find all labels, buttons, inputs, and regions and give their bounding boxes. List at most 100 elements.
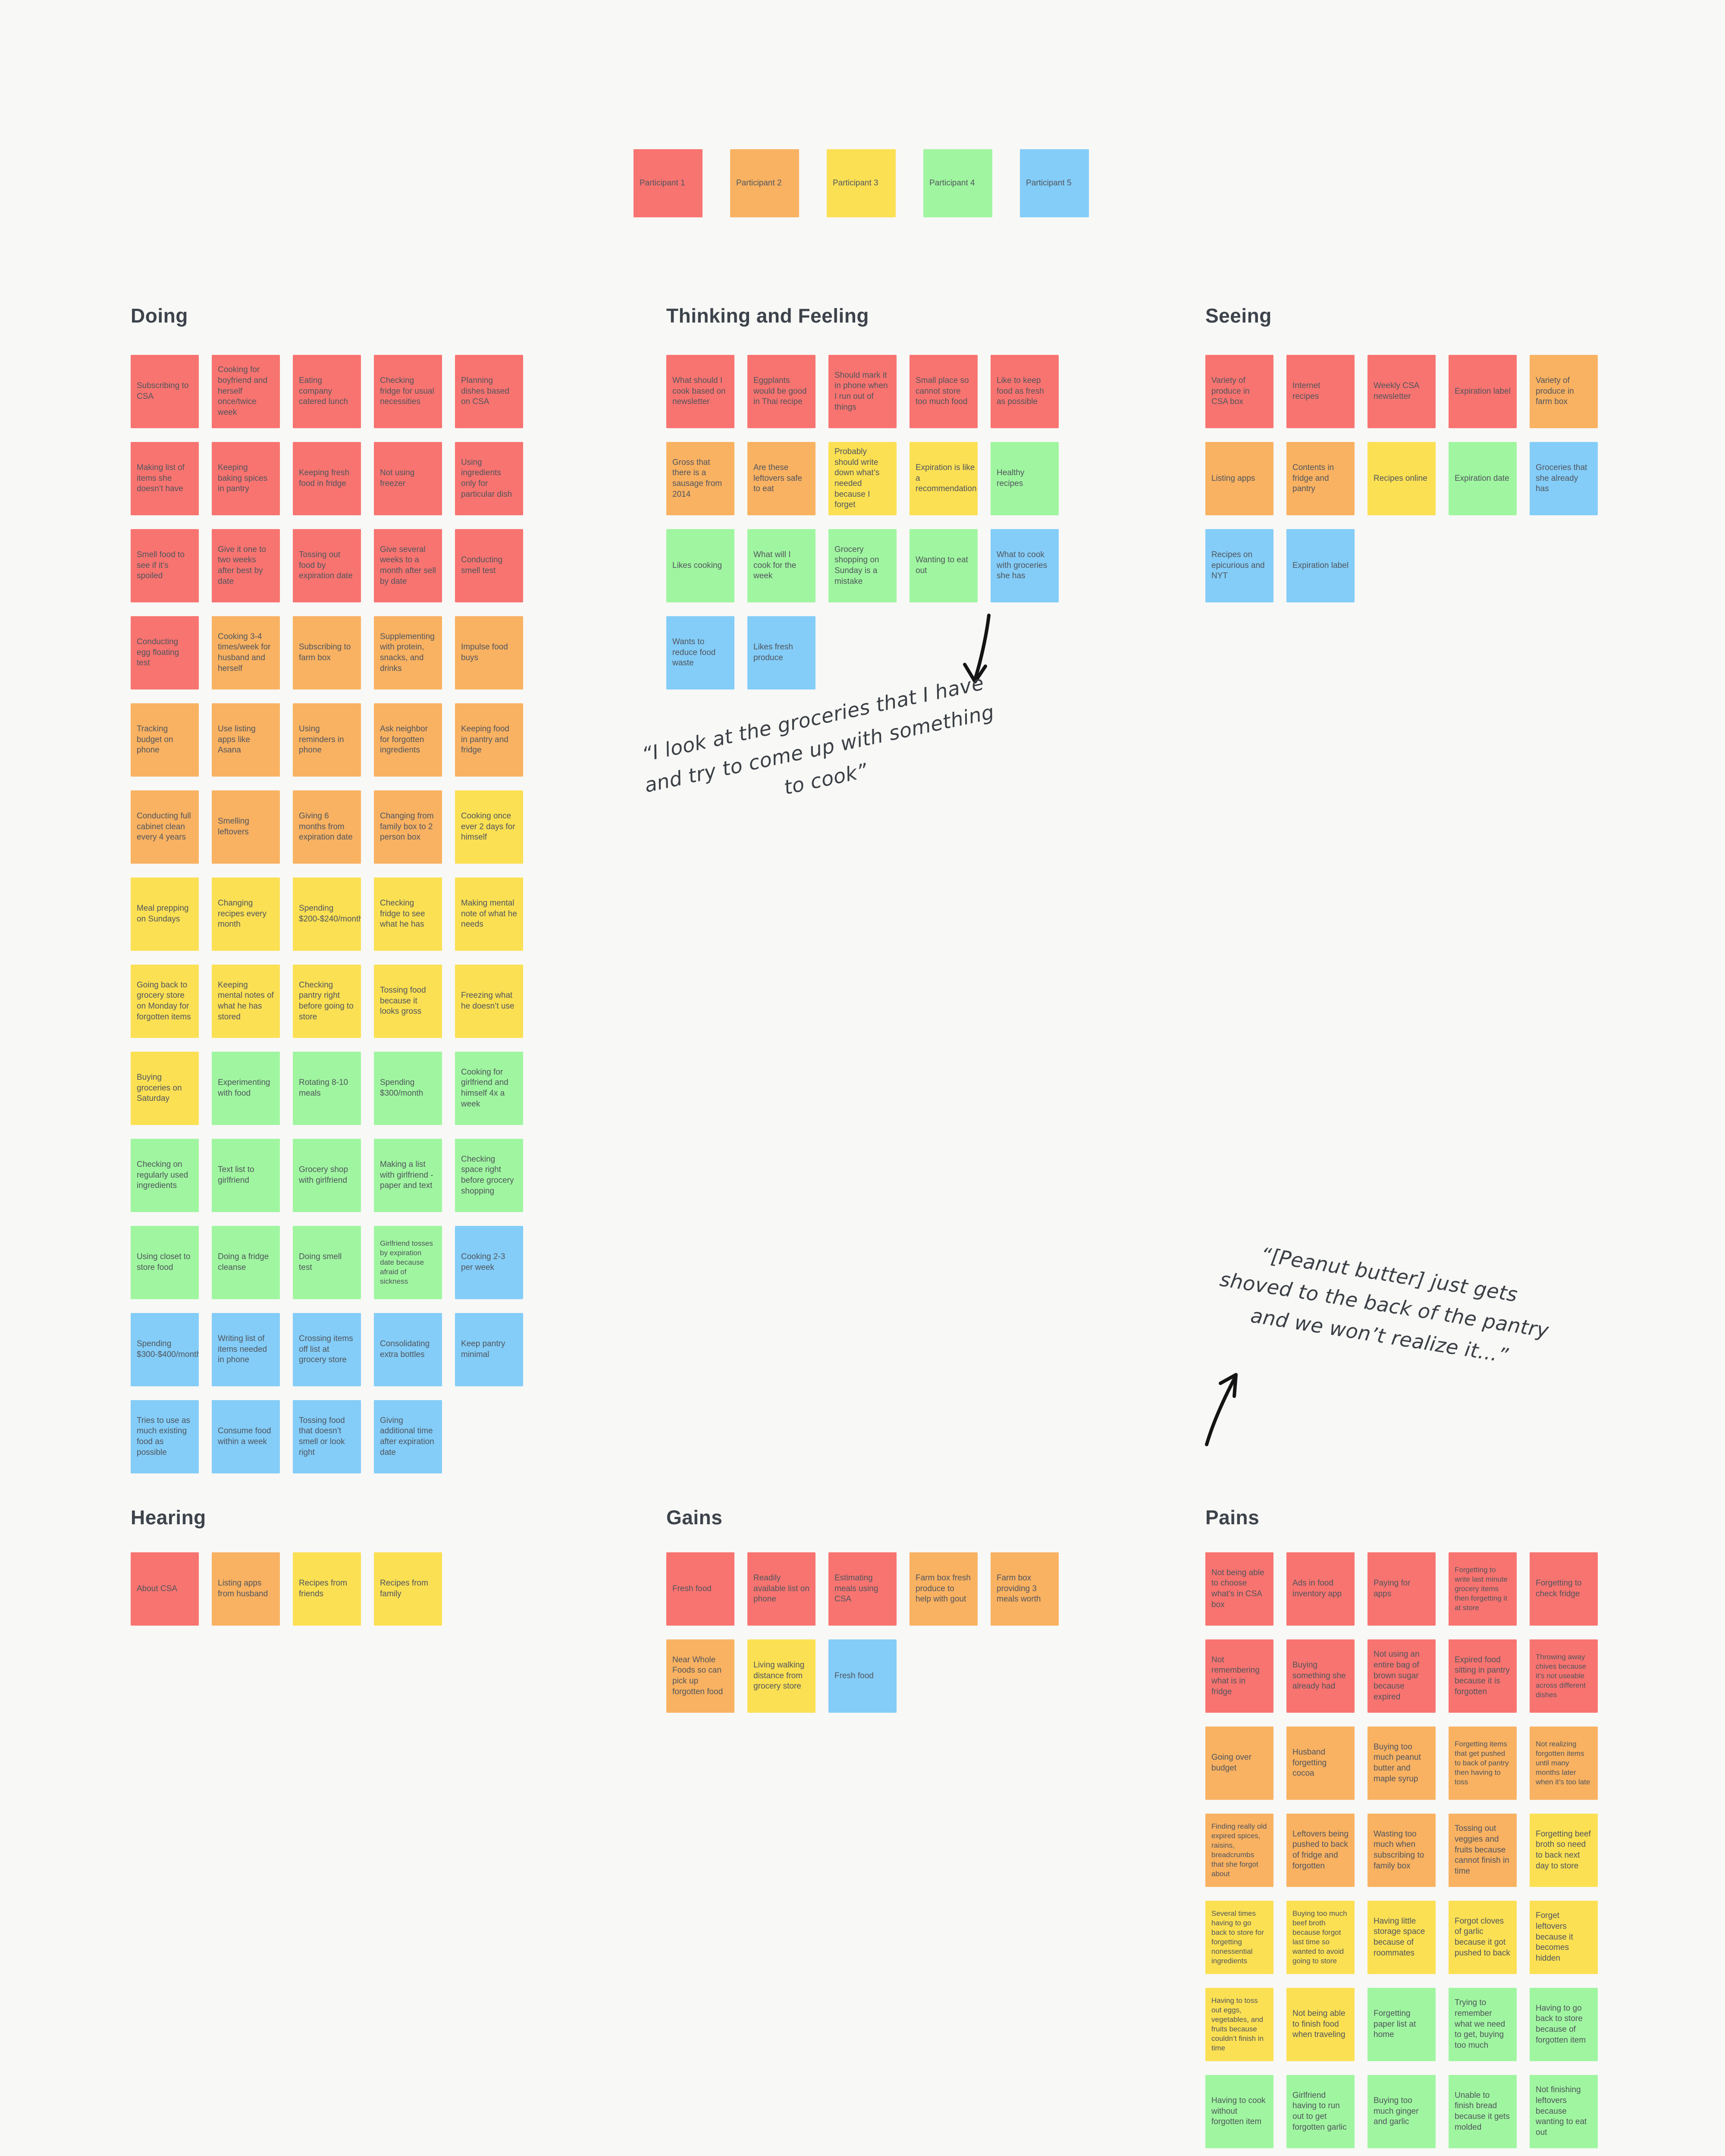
sticky-note[interactable]: Spending $300-$400/month <box>131 1313 199 1386</box>
sticky-note[interactable]: Give it one to two weeks after best by d… <box>212 529 280 602</box>
sticky-note[interactable]: Doing smell test <box>293 1226 361 1299</box>
sticky-note[interactable]: Ads in food inventory app <box>1286 1552 1355 1626</box>
sticky-note[interactable]: Going back to grocery store on Monday fo… <box>131 965 199 1038</box>
sticky-note[interactable]: Crossing items off list at grocery store <box>293 1313 361 1386</box>
sticky-note[interactable]: Listing apps <box>1205 442 1273 515</box>
sticky-note[interactable]: Spending $300/month <box>374 1052 442 1125</box>
sticky-note[interactable]: Buying too much peanut butter and maple … <box>1367 1727 1436 1800</box>
sticky-note[interactable]: Husband forgetting cocoa <box>1286 1727 1355 1800</box>
sticky-note[interactable]: Forget leftovers because it becomes hidd… <box>1530 1901 1598 1974</box>
sticky-note[interactable]: Meal prepping on Sundays <box>131 877 199 951</box>
sticky-note[interactable]: What should I cook based on newsletter <box>666 355 734 428</box>
sticky-note[interactable]: Give several weeks to a month after sell… <box>374 529 442 602</box>
sticky-note[interactable]: Consolidating extra bottles <box>374 1313 442 1386</box>
sticky-note[interactable]: Forgetting to check fridge <box>1530 1552 1598 1626</box>
sticky-note[interactable]: Not using freezer <box>374 442 442 515</box>
sticky-note[interactable]: Forgetting to write last minute grocery … <box>1449 1552 1517 1626</box>
sticky-note[interactable]: Paying for apps <box>1367 1552 1436 1626</box>
sticky-note[interactable]: Text list to girlfriend <box>212 1139 280 1212</box>
sticky-note[interactable]: Fresh food <box>666 1552 734 1626</box>
sticky-note[interactable]: Girlfriend tosses by expiration date bec… <box>374 1226 442 1299</box>
sticky-note[interactable]: Eggplants would be good in Thai recipe <box>747 355 815 428</box>
sticky-note[interactable]: Making mental note of what he needs <box>455 877 523 951</box>
sticky-note[interactable]: Writing list of items needed in phone <box>212 1313 280 1386</box>
sticky-note[interactable]: Keeping food in pantry and fridge <box>455 703 523 777</box>
sticky-note[interactable]: Cooking for boyfriend and herself once/t… <box>212 355 280 428</box>
sticky-note[interactable]: Forgetting beef broth so need to back ne… <box>1530 1814 1598 1887</box>
sticky-note[interactable]: Checking space right before grocery shop… <box>455 1139 523 1212</box>
sticky-note[interactable]: Internet recipes <box>1286 355 1355 428</box>
sticky-note[interactable]: Fresh food <box>828 1639 897 1713</box>
sticky-note[interactable]: Expiration label <box>1286 529 1355 602</box>
sticky-note[interactable]: Wasting too much when subscribing to fam… <box>1367 1814 1436 1887</box>
sticky-note[interactable]: Doing a fridge cleanse <box>212 1226 280 1299</box>
sticky-note[interactable]: Tries to use as much existing food as po… <box>131 1400 199 1473</box>
sticky-note[interactable]: Wants to reduce food waste <box>666 616 734 689</box>
sticky-note[interactable]: Recipes from friends <box>293 1552 361 1626</box>
sticky-note[interactable]: Expiration label <box>1449 355 1517 428</box>
sticky-note[interactable]: Checking fridge to see what he has <box>374 877 442 951</box>
sticky-note[interactable]: Should mark it in phone when I run out o… <box>828 355 897 428</box>
legend-participant-note[interactable]: Participant 2 <box>730 149 799 217</box>
sticky-note[interactable]: Buying too much beef broth because forgo… <box>1286 1901 1355 1974</box>
sticky-note[interactable]: Giving additional time after expiration … <box>374 1400 442 1473</box>
sticky-note[interactable]: Checking pantry right before going to st… <box>293 965 361 1038</box>
sticky-note[interactable]: Keep pantry minimal <box>455 1313 523 1386</box>
sticky-note[interactable]: Variety of produce in farm box <box>1530 355 1598 428</box>
sticky-note[interactable]: Changing recipes every month <box>212 877 280 951</box>
sticky-note[interactable]: Tracking budget on phone <box>131 703 199 777</box>
sticky-note[interactable]: Keeping mental notes of what he has stor… <box>212 965 280 1038</box>
sticky-note[interactable]: Probably should write down what’s needed… <box>828 442 897 515</box>
sticky-note[interactable]: Small place so cannot store too much foo… <box>910 355 978 428</box>
sticky-note[interactable]: Expiration date <box>1449 442 1517 515</box>
sticky-note[interactable]: Freezing what he doesn’t use <box>455 965 523 1038</box>
sticky-note[interactable]: Using closet to store food <box>131 1226 199 1299</box>
sticky-note[interactable]: Subscribing to CSA <box>131 355 199 428</box>
sticky-note[interactable]: Conducting egg floating test <box>131 616 199 689</box>
sticky-note[interactable]: Throwing away chives because it’s not us… <box>1530 1639 1598 1713</box>
sticky-note[interactable]: Consume food within a week <box>212 1400 280 1473</box>
sticky-note[interactable]: Smell food to see if it’s spoiled <box>131 529 199 602</box>
sticky-note[interactable]: Having little storage space because of r… <box>1367 1901 1436 1974</box>
sticky-note[interactable]: Experimenting with food <box>212 1052 280 1125</box>
legend-participant-note[interactable]: Participant 1 <box>634 149 703 217</box>
sticky-note[interactable]: Grocery shop with girlfriend <box>293 1139 361 1212</box>
sticky-note[interactable]: Expired food sitting in pantry because i… <box>1449 1639 1517 1713</box>
sticky-note[interactable]: Having to cook without forgotten item <box>1205 2075 1273 2148</box>
sticky-note[interactable]: What will I cook for the week <box>747 529 815 602</box>
sticky-note[interactable]: Not using an entire bag of brown sugar b… <box>1367 1639 1436 1713</box>
sticky-note[interactable]: Checking on regularly used ingredients <box>131 1139 199 1212</box>
sticky-note[interactable]: Forgot cloves of garlic because it got p… <box>1449 1901 1517 1974</box>
sticky-note[interactable]: Going over budget <box>1205 1727 1273 1800</box>
sticky-note[interactable]: Listing apps from husband <box>212 1552 280 1626</box>
sticky-note[interactable]: Making list of items she doesn’t have <box>131 442 199 515</box>
sticky-note[interactable]: Variety of produce in CSA box <box>1205 355 1273 428</box>
sticky-note[interactable]: Are these leftovers safe to eat <box>747 442 815 515</box>
sticky-note[interactable]: Conducting full cabinet clean every 4 ye… <box>131 790 199 864</box>
sticky-note[interactable]: Likes fresh produce <box>747 616 815 689</box>
sticky-note[interactable]: Buying something she already had <box>1286 1639 1355 1713</box>
sticky-note[interactable]: Wanting to eat out <box>910 529 978 602</box>
sticky-note[interactable]: Forgetting items that get pushed to back… <box>1449 1727 1517 1800</box>
sticky-note[interactable]: Forgetting paper list at home <box>1367 1988 1436 2061</box>
sticky-note[interactable]: Unable to finish bread because it gets m… <box>1449 2075 1517 2148</box>
sticky-note[interactable]: What to cook with groceries she has <box>991 529 1059 602</box>
sticky-note[interactable]: Supplementing with protein, snacks, and … <box>374 616 442 689</box>
sticky-note[interactable]: Living walking distance from grocery sto… <box>747 1639 815 1713</box>
sticky-note[interactable]: Girlfriend having to run out to get forg… <box>1286 2075 1355 2148</box>
sticky-note[interactable]: Planning dishes based on CSA <box>455 355 523 428</box>
sticky-note[interactable]: Keeping baking spices in pantry <box>212 442 280 515</box>
sticky-note[interactable]: Not finishing leftovers because wanting … <box>1530 2075 1598 2148</box>
sticky-note[interactable]: Tossing food that doesn’t smell or look … <box>293 1400 361 1473</box>
sticky-note[interactable]: Ask neighbor for forgotten ingredients <box>374 703 442 777</box>
sticky-note[interactable]: Not realizing forgotten items until many… <box>1530 1727 1598 1800</box>
sticky-note[interactable]: Recipes on epicurious and NYT <box>1205 529 1273 602</box>
sticky-note[interactable]: Expiration is like a recommendation <box>910 442 978 515</box>
sticky-note[interactable]: Farm box fresh produce to help with gout <box>910 1552 978 1626</box>
sticky-note[interactable]: Not being able to choose what’s in CSA b… <box>1205 1552 1273 1626</box>
sticky-note[interactable]: Recipes from family <box>374 1552 442 1626</box>
sticky-note[interactable]: Checking fridge for usual necessities <box>374 355 442 428</box>
sticky-note[interactable]: About CSA <box>131 1552 199 1626</box>
sticky-note[interactable]: Using ingredients only for particular di… <box>455 442 523 515</box>
sticky-note[interactable]: Buying groceries on Saturday <box>131 1052 199 1125</box>
